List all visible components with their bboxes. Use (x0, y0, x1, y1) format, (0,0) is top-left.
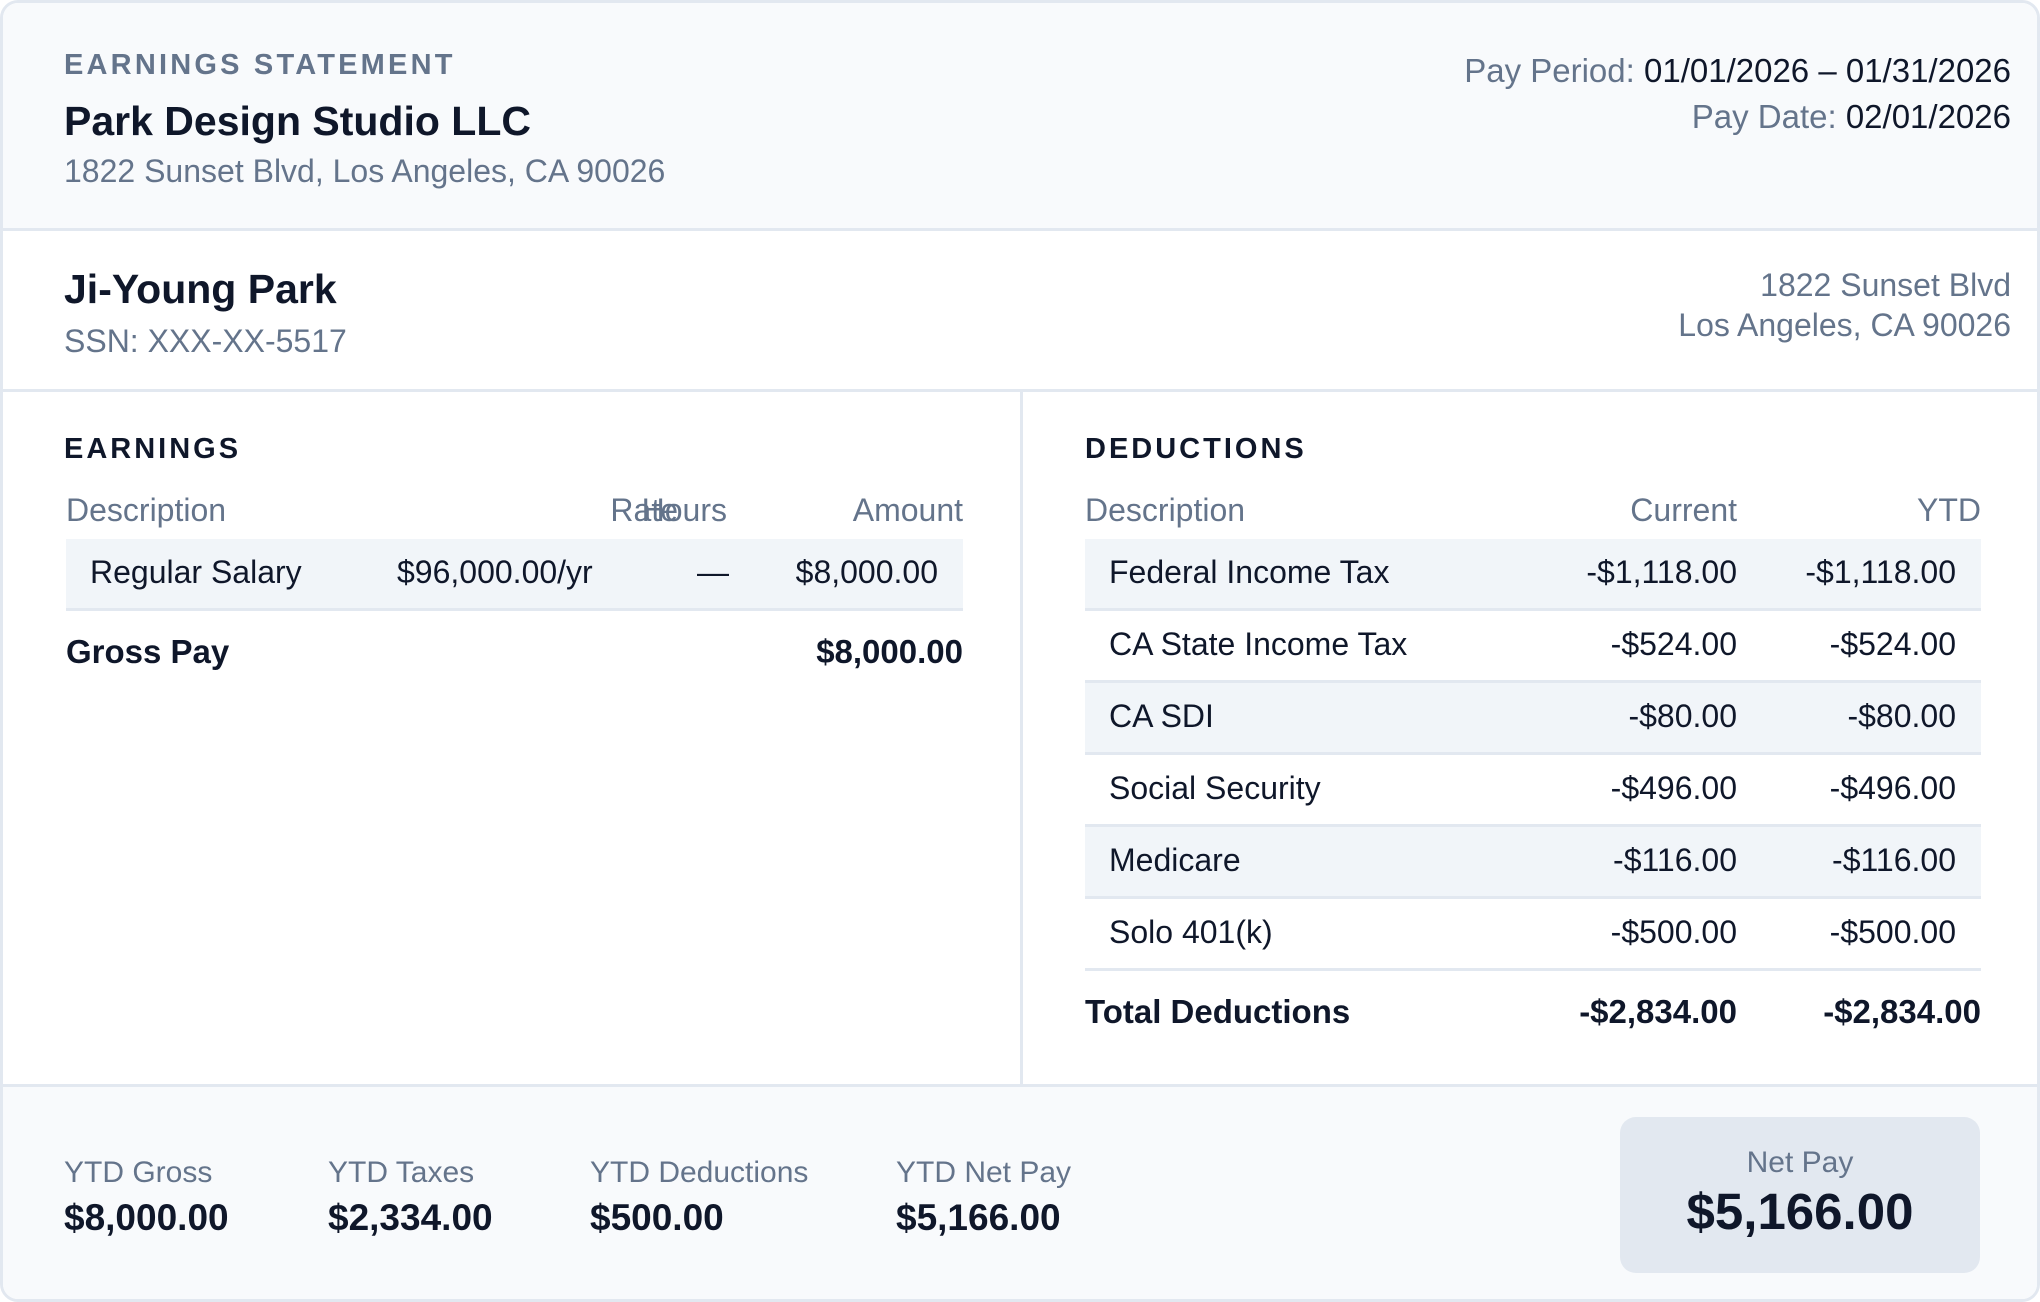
employee-ssn: SSN: XXX-XX-5517 (64, 323, 347, 359)
ytd-net-pay-label: YTD Net Pay (896, 1156, 1072, 1189)
deductions-panel: DEDUCTIONS Description Current YTD Feder… (1026, 392, 2037, 1084)
col-hours: Hours (641, 492, 727, 528)
deduction-ytd: -$80.00 (1847, 698, 1956, 734)
earning-rate: $96,000.00/yr (397, 554, 593, 590)
deductions-header-row: Description Current YTD (1085, 492, 1981, 539)
total-deductions-row: Total Deductions -$2,834.00 -$2,834.00 (1085, 971, 1981, 1051)
employee-address-line1: 1822 Sunset Blvd (1760, 267, 2011, 303)
employee-section: Ji-Young Park SSN: XXX-XX-5517 1822 Suns… (3, 231, 2037, 392)
table-row: Medicare -$116.00 -$116.00 (1085, 827, 1981, 899)
table-row: Solo 401(k) -$500.00 -$500.00 (1085, 899, 1981, 971)
statement-body: EARNINGS Description Rate Hours Amount R… (3, 392, 2037, 1084)
total-deductions-ytd: -$2,834.00 (1823, 993, 1981, 1030)
deduction-current: -$500.00 (1610, 914, 1737, 950)
statement-header: EARNINGS STATEMENT Park Design Studio LL… (3, 3, 2037, 231)
employee-address-line2: Los Angeles, CA 90026 (1678, 307, 2011, 343)
ytd-taxes-label: YTD Taxes (328, 1156, 475, 1189)
table-row: Federal Income Tax -$1,118.00 -$1,118.00 (1085, 539, 1981, 611)
pay-period: Pay Period: 01/01/2026 – 01/31/2026 (1464, 48, 2011, 94)
ytd-deductions-value: $500.00 (590, 1197, 724, 1238)
col-description: Description (66, 492, 227, 528)
net-pay-box: Net Pay $5,166.00 (1620, 1117, 1980, 1273)
deduction-description: Social Security (1109, 770, 1321, 806)
deduction-ytd: -$524.00 (1829, 626, 1956, 662)
statement-footer: YTD Gross $8,000.00 YTD Taxes $2,334.00 … (3, 1084, 2037, 1299)
ytd-net-pay-value: $5,166.00 (896, 1197, 1061, 1238)
table-row: Social Security -$496.00 -$496.00 (1085, 755, 1981, 827)
deduction-description: CA State Income Tax (1109, 626, 1408, 662)
col-current: Current (1630, 492, 1737, 528)
col-description: Description (1085, 492, 1246, 528)
col-amount: Amount (852, 492, 963, 528)
deduction-current: -$524.00 (1610, 626, 1737, 662)
gross-pay-value: $8,000.00 (816, 633, 963, 670)
ytd-gross-label: YTD Gross (64, 1156, 213, 1189)
pay-period-label: Pay Period: (1464, 52, 1635, 89)
table-row: Regular Salary $96,000.00/yr — $8,000.00 (66, 539, 963, 611)
deduction-ytd: -$496.00 (1829, 770, 1956, 806)
gross-pay-row: Gross Pay $8,000.00 (66, 611, 963, 691)
deduction-description: Medicare (1109, 842, 1241, 878)
table-row: CA State Income Tax -$524.00 -$524.00 (1085, 611, 1981, 683)
pay-info: Pay Period: 01/01/2026 – 01/31/2026 Pay … (1464, 48, 2011, 140)
earning-description: Regular Salary (90, 554, 302, 590)
pay-date: Pay Date: 02/01/2026 (1464, 94, 2011, 140)
deductions-table: Description Current YTD Federal Income T… (1085, 492, 1981, 1051)
ytd-gross-value: $8,000.00 (64, 1197, 229, 1238)
col-ytd: YTD (1917, 492, 1981, 528)
deduction-ytd: -$1,118.00 (1805, 554, 1956, 590)
deduction-ytd: -$500.00 (1829, 914, 1956, 950)
total-deductions-current: -$2,834.00 (1579, 993, 1737, 1030)
earnings-panel: EARNINGS Description Rate Hours Amount R… (3, 392, 1023, 1084)
ytd-taxes: YTD Taxes $2,334.00 (328, 1153, 493, 1243)
ytd-gross: YTD Gross $8,000.00 (64, 1153, 229, 1243)
company-address: 1822 Sunset Blvd, Los Angeles, CA 90026 (64, 153, 666, 189)
employee-name: Ji-Young Park (64, 266, 337, 312)
deduction-description: Federal Income Tax (1109, 554, 1390, 590)
table-row: CA SDI -$80.00 -$80.00 (1085, 683, 1981, 755)
ytd-deductions: YTD Deductions $500.00 (590, 1153, 808, 1243)
earning-amount: $8,000.00 (795, 554, 938, 590)
company-name: Park Design Studio LLC (64, 98, 531, 144)
ytd-net-pay: YTD Net Pay $5,166.00 (896, 1153, 1071, 1243)
total-deductions-label: Total Deductions (1085, 993, 1351, 1030)
earnings-title: EARNINGS (64, 433, 242, 465)
pay-date-value: 02/01/2026 (1845, 98, 2011, 135)
employee-address: 1822 Sunset Blvd Los Angeles, CA 90026 (1678, 265, 2011, 345)
deductions-title: DEDUCTIONS (1085, 433, 1307, 465)
pay-date-label: Pay Date: (1691, 98, 1837, 135)
deduction-description: CA SDI (1109, 698, 1214, 734)
col-rate: Rate (610, 492, 678, 528)
deduction-ytd: -$116.00 (1832, 842, 1956, 878)
net-pay-label: Net Pay (1746, 1146, 1854, 1179)
deduction-current: -$116.00 (1613, 842, 1737, 878)
earning-hours: — (697, 554, 729, 590)
gross-pay-label: Gross Pay (66, 633, 230, 670)
deduction-current: -$496.00 (1610, 770, 1737, 806)
deduction-current: -$80.00 (1628, 698, 1737, 734)
net-pay-value: $5,166.00 (1686, 1183, 1914, 1240)
earnings-header-row: Description Rate Hours Amount (66, 492, 963, 539)
earnings-table: Description Rate Hours Amount Regular Sa… (66, 492, 963, 691)
ytd-deductions-label: YTD Deductions (590, 1156, 809, 1189)
pay-period-value: 01/01/2026 – 01/31/2026 (1643, 52, 2011, 89)
deduction-description: Solo 401(k) (1109, 914, 1273, 950)
statement-eyebrow: EARNINGS STATEMENT (64, 49, 456, 81)
deduction-current: -$1,118.00 (1586, 554, 1737, 590)
ytd-taxes-value: $2,334.00 (328, 1197, 493, 1238)
